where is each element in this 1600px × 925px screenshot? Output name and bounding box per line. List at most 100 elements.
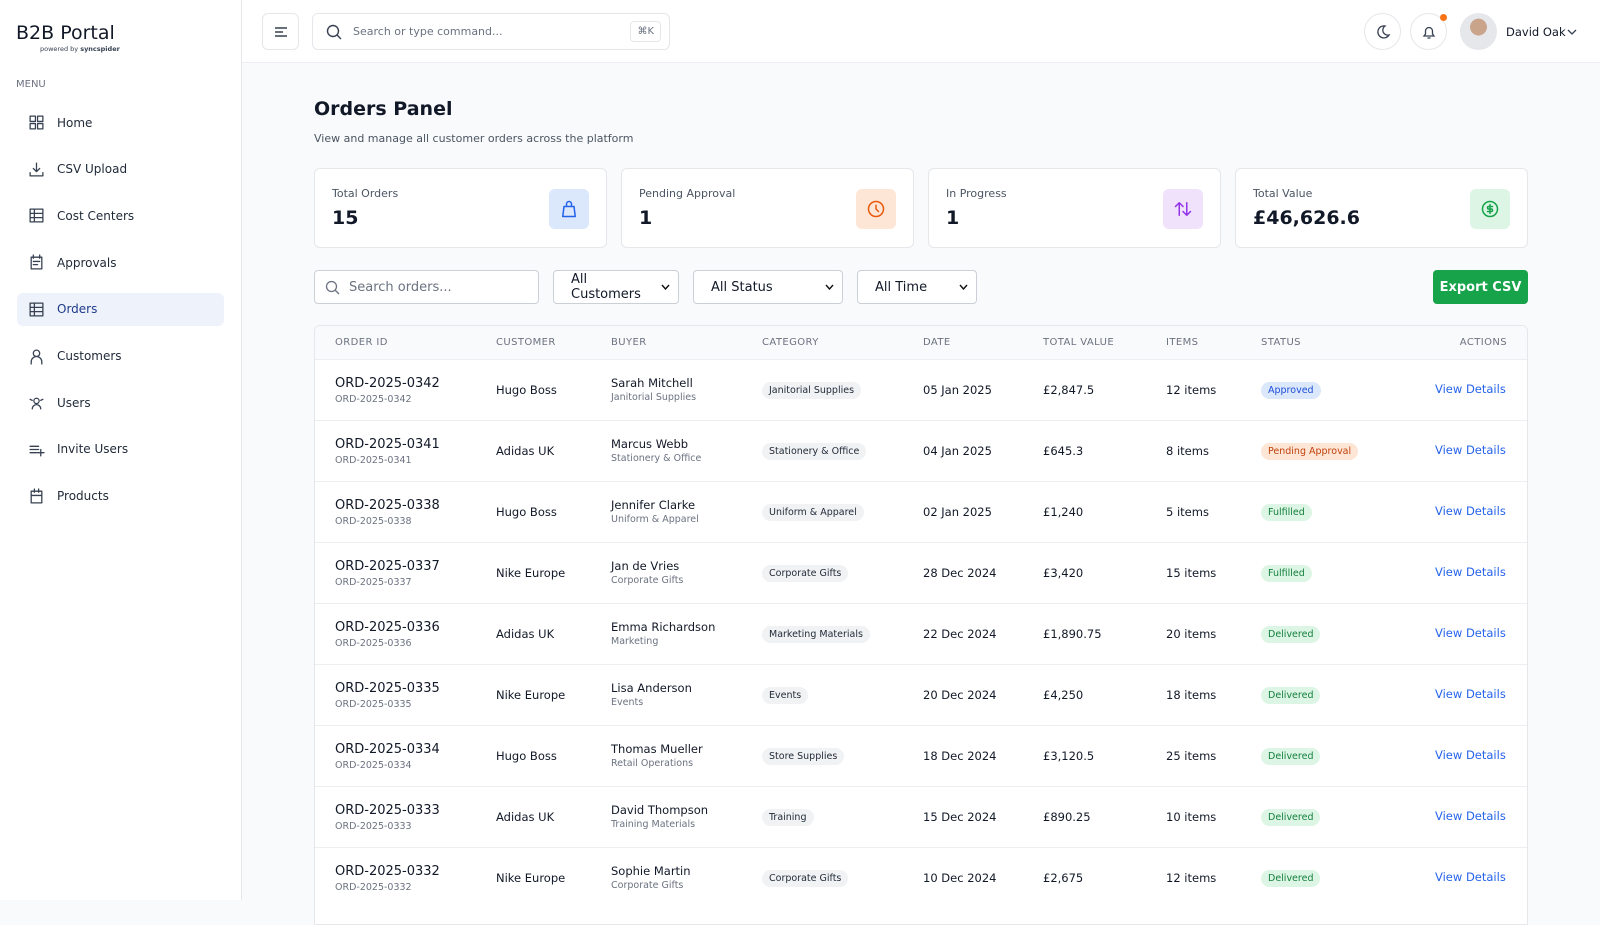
notifications[interactable] xyxy=(1410,13,1447,50)
order-id[interactable]: ORD-2025-0336 xyxy=(335,620,440,635)
view-details[interactable]: View Details xyxy=(1435,748,1506,762)
export-button[interactable]: Export CSV xyxy=(1433,270,1528,304)
items: 5 items xyxy=(1166,505,1209,519)
order-row: ORD-2025-0337 ORD-2025-0337 Nike Europe Jan… xyxy=(315,542,1527,603)
customer-filter[interactable]: All Customers xyxy=(553,270,679,304)
menu-item[interactable]: Orders xyxy=(17,292,224,326)
menu-item[interactable]: Home xyxy=(17,106,224,139)
category-tag: Marketing Materials xyxy=(762,626,870,643)
view-details[interactable]: View Details xyxy=(1435,870,1506,884)
stat-icon xyxy=(549,189,589,229)
icon xyxy=(1174,202,1192,216)
buyer-department: Corporate Gifts xyxy=(611,880,684,891)
menu-label: Invite Users xyxy=(57,442,129,457)
stat-card: Pending Approval 1 xyxy=(621,168,914,248)
table-header xyxy=(315,326,1527,359)
view-details[interactable]: View Details xyxy=(1435,504,1506,518)
order-row: ORD-2025-0332 ORD-2025-0332 Nike Europe Sop… xyxy=(315,847,1527,908)
page-title: Orders Panel xyxy=(314,98,453,120)
view-details[interactable]: View Details xyxy=(1435,565,1506,579)
category-tag: Stationery & Office xyxy=(762,443,867,460)
date: 22 Dec 2024 xyxy=(923,627,997,641)
icon xyxy=(29,208,44,223)
status-filter[interactable]: All Status xyxy=(693,270,843,304)
column-header: DATE xyxy=(923,337,951,348)
category-tag: Uniform & Apparel xyxy=(762,504,864,521)
menu-item[interactable]: Invite Users xyxy=(17,433,224,466)
order-search[interactable]: Search orders... xyxy=(314,270,539,304)
menu-label: Home xyxy=(57,115,93,130)
time-filter-label: All Time xyxy=(875,279,928,295)
menu-item[interactable]: Customers xyxy=(17,340,224,373)
order-id[interactable]: ORD-2025-0338 xyxy=(335,498,440,513)
status-badge: Fulfilled xyxy=(1261,565,1312,582)
stat-icon xyxy=(1163,189,1203,229)
user-name[interactable]: David Oak xyxy=(1506,25,1566,39)
buyer-department: Janitorial Supplies xyxy=(611,392,697,403)
menu-item[interactable]: Approvals xyxy=(17,246,224,279)
theme-toggle[interactable] xyxy=(1364,13,1401,50)
order-subid: ORD-2025-0337 xyxy=(335,577,412,588)
order-id[interactable]: ORD-2025-0342 xyxy=(335,376,440,391)
category-tag: Store Supplies xyxy=(762,748,845,765)
order-id[interactable]: ORD-2025-0334 xyxy=(335,742,440,757)
buyer-department: Uniform & Apparel xyxy=(611,514,699,525)
menu-item[interactable]: Users xyxy=(17,386,224,419)
buyer: Sarah Mitchell xyxy=(611,376,693,390)
menu-item[interactable]: Products xyxy=(17,480,224,513)
customer: Adidas UK xyxy=(496,444,555,458)
buyer-department: Training Materials xyxy=(611,819,696,830)
items: 20 items xyxy=(1166,627,1217,641)
order-subid: ORD-2025-0336 xyxy=(335,638,412,649)
order-search-placeholder: Search orders... xyxy=(349,280,452,295)
stat-value: 15 xyxy=(332,207,359,229)
items: 8 items xyxy=(1166,444,1209,458)
time-filter[interactable]: All Time xyxy=(857,270,977,304)
order-id[interactable]: ORD-2025-0333 xyxy=(335,803,440,818)
stat-value: 1 xyxy=(946,207,960,229)
menu-item[interactable]: Cost Centers xyxy=(17,199,224,232)
order-id[interactable]: ORD-2025-0335 xyxy=(335,681,440,696)
view-details[interactable]: View Details xyxy=(1435,687,1506,701)
date: 28 Dec 2024 xyxy=(923,566,997,580)
buyer: Emma Richardson xyxy=(611,620,716,634)
order-id[interactable]: ORD-2025-0332 xyxy=(335,864,440,879)
total-value: £1,240 xyxy=(1043,505,1084,519)
menu-label: Approvals xyxy=(57,255,117,270)
user-caret xyxy=(1567,29,1577,35)
menu-toggle[interactable] xyxy=(262,13,299,50)
view-details[interactable]: View Details xyxy=(1435,809,1506,823)
order-row: ORD-2025-0338 ORD-2025-0338 Hugo Boss Jenni… xyxy=(315,481,1527,542)
buyer: Jennifer Clarke xyxy=(611,498,696,512)
icon xyxy=(562,200,576,218)
menu-label: Customers xyxy=(57,349,122,363)
order-id[interactable]: ORD-2025-0337 xyxy=(335,559,440,574)
buyer-department: Stationery & Office xyxy=(611,453,702,464)
buyer: Sophie Martin xyxy=(611,864,691,878)
command-search[interactable]: Search or type command... ⌘K xyxy=(312,13,670,50)
view-details[interactable]: View Details xyxy=(1435,443,1506,457)
category-tag: Janitorial Supplies xyxy=(762,382,862,399)
total-value: £2,675 xyxy=(1043,871,1084,885)
order-row: ORD-2025-0342 ORD-2025-0342 Hugo Boss Sarah… xyxy=(315,359,1527,420)
date: 05 Jan 2025 xyxy=(923,383,992,397)
view-details[interactable]: View Details xyxy=(1435,626,1506,640)
customer: Hugo Boss xyxy=(496,383,557,397)
menu-item[interactable]: CSV Upload xyxy=(17,153,224,186)
view-details[interactable]: View Details xyxy=(1435,382,1506,396)
stat-label: Total Orders xyxy=(332,187,399,200)
topbar: Search or type command... ⌘K David Oak xyxy=(242,0,1600,63)
stat-icon xyxy=(1470,189,1510,229)
items: 12 items xyxy=(1166,383,1217,397)
status-badge: Delivered xyxy=(1261,748,1321,765)
column-header: CATEGORY xyxy=(762,337,819,348)
column-header: BUYER xyxy=(611,337,647,348)
total-value: £2,847.5 xyxy=(1043,383,1095,397)
column-header: CUSTOMER xyxy=(496,337,556,348)
order-id[interactable]: ORD-2025-0341 xyxy=(335,437,440,452)
status-badge: Approved xyxy=(1261,382,1321,399)
avatar[interactable] xyxy=(1460,13,1497,50)
order-row: ORD-2025-0334 ORD-2025-0334 Hugo Boss Thoma… xyxy=(315,725,1527,786)
total-value: £645.3 xyxy=(1043,444,1084,458)
stat-label: In Progress xyxy=(946,187,1007,200)
